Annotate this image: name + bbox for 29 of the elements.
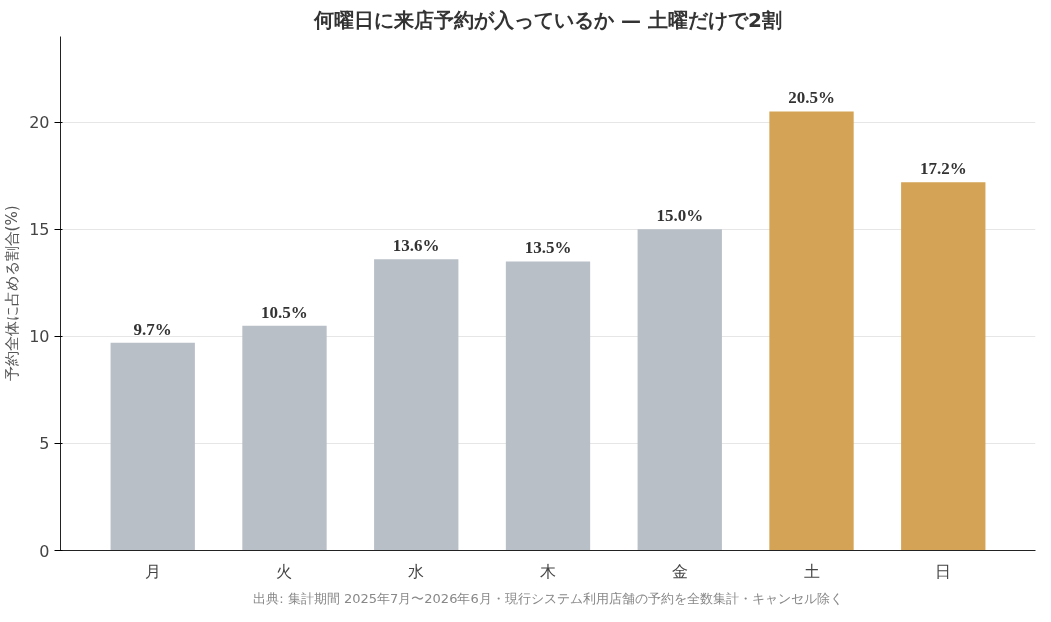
bar <box>374 259 459 551</box>
data-label: 10.5% <box>261 302 308 322</box>
x-tick-label: 月 <box>144 561 161 581</box>
data-label: 9.7% <box>133 319 172 339</box>
source-note: 出典: 集計期間 2025年7月〜2026年6月・現行システム利用店舗の予約を全数集計・キャンセル除く <box>253 590 843 606</box>
bar <box>110 342 195 551</box>
data-label: 15.0% <box>656 206 704 226</box>
x-tick-label: 土 <box>803 561 820 581</box>
data-label: 13.5% <box>524 238 572 258</box>
bar <box>901 182 986 551</box>
chart-title: 何曜日に来店予約が入っているか — 土曜だけで2割 <box>313 7 782 32</box>
x-tick-label: 木 <box>540 561 556 581</box>
data-label: 20.5% <box>788 88 835 108</box>
bar <box>505 261 591 551</box>
y-tick-label: 0 <box>39 541 50 561</box>
y-axis-title: 予約全体に占める割合(%) <box>3 205 22 382</box>
y-tick-label: 20 <box>29 113 50 133</box>
bar <box>769 111 854 551</box>
x-tick-label: 日 <box>935 561 952 581</box>
y-tick-label: 5 <box>39 434 50 454</box>
bar <box>637 229 722 551</box>
x-tick-label: 火 <box>276 561 293 581</box>
data-label: 13.6% <box>392 236 440 256</box>
data-label: 17.2% <box>919 159 967 179</box>
x-tick-label: 水 <box>408 561 425 581</box>
y-tick-label: 15 <box>29 220 50 240</box>
bar <box>242 325 327 551</box>
y-tick-label: 10 <box>29 327 50 347</box>
x-tick-label: 金 <box>671 561 688 581</box>
